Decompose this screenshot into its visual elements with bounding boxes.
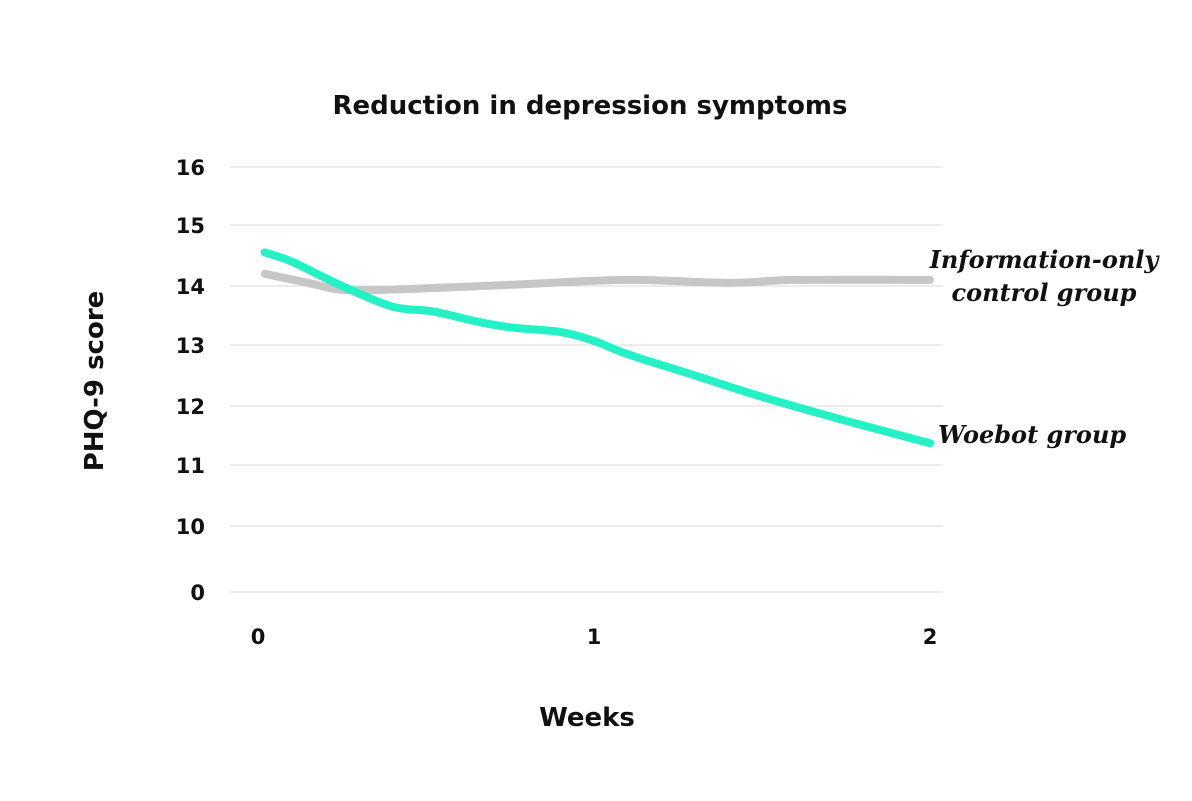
y-tick-label-11: 11 — [176, 454, 205, 478]
x-tick-label-0: 0 — [251, 625, 266, 649]
series-line-woebot-group — [260, 248, 934, 448]
y-tick-label-10: 10 — [176, 515, 205, 539]
x-tick-label-1: 1 — [587, 625, 602, 649]
y-tick-label-12: 12 — [176, 395, 205, 419]
series-label-control-group: Information-only control group — [929, 245, 1161, 307]
series-labels: Information-only control group Woebot grou… — [929, 245, 1161, 449]
y-axis-title: PHQ-9 score — [80, 291, 110, 472]
series-label-control-line-1: Information-only — [929, 245, 1161, 274]
y-tick-label-0: 0 — [190, 581, 205, 605]
y-tick-label-15: 15 — [176, 214, 205, 238]
gridlines — [230, 166, 943, 593]
x-axis-ticks: 0 1 2 — [251, 625, 938, 649]
series-line-information-only-control-group — [260, 269, 934, 295]
y-axis-ticks: 0 10 11 12 13 14 15 16 — [176, 156, 205, 605]
series-label-control-line-2: control group — [952, 278, 1137, 307]
y-tick-label-16: 16 — [176, 156, 205, 180]
y-tick-label-13: 13 — [176, 334, 205, 358]
chart-title: Reduction in depression symptoms — [332, 91, 847, 121]
y-tick-label-14: 14 — [176, 275, 205, 299]
series-lines — [260, 248, 934, 448]
x-tick-label-2: 2 — [923, 625, 938, 649]
series-label-woebot-group: Woebot group — [938, 420, 1126, 449]
x-axis-title: Weeks — [539, 703, 635, 733]
